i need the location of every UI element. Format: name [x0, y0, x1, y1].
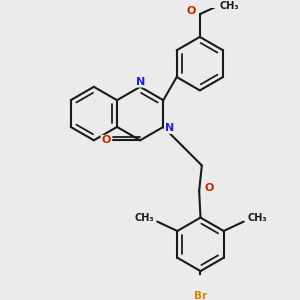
Text: CH₃: CH₃: [247, 213, 267, 223]
Text: CH₃: CH₃: [220, 1, 239, 11]
Text: O: O: [187, 7, 196, 16]
Text: Br: Br: [194, 292, 207, 300]
Text: N: N: [165, 123, 174, 133]
Text: CH₃: CH₃: [134, 213, 154, 223]
Text: O: O: [101, 135, 111, 145]
Text: O: O: [205, 183, 214, 193]
Text: N: N: [136, 77, 146, 87]
